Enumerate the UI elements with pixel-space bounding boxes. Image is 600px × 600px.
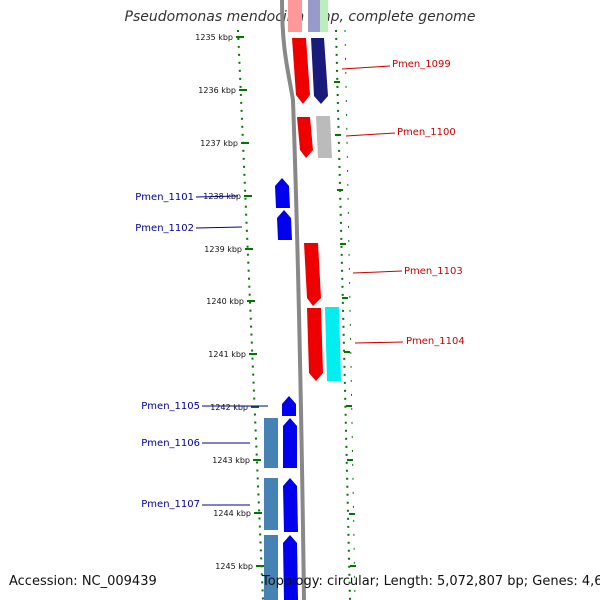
tick-label: 1242 kbp bbox=[210, 403, 248, 412]
gene-arrow-red bbox=[297, 117, 313, 158]
genome-info-label: Topology: circular; Length: 5,072,807 bp… bbox=[262, 574, 600, 589]
gene-arrow-grey-pmen-1100 bbox=[316, 116, 332, 158]
outer-tick-marks bbox=[334, 81, 356, 567]
tick-label: 1243 kbp bbox=[212, 456, 250, 465]
gene-arrow-cyan-pmen-1104 bbox=[325, 307, 341, 381]
gene-arrow-blue-pmen-1101 bbox=[275, 178, 290, 208]
gene-arrow-blue-pmen-1102 bbox=[277, 210, 292, 240]
tick-label: 1236 kbp bbox=[198, 86, 236, 95]
gene-label-pmen-1102[interactable]: Pmen_1102 bbox=[135, 223, 194, 234]
gene-label-pmen-1106[interactable]: Pmen_1106 bbox=[141, 438, 200, 449]
gene-arrow-blue bbox=[283, 478, 298, 532]
tick-label: 1245 kbp bbox=[215, 562, 253, 571]
genome-backbone bbox=[280, 0, 306, 600]
gene-label-pmen-1105[interactable]: Pmen_1105 bbox=[141, 401, 200, 412]
feature-top-green bbox=[320, 0, 328, 32]
gene-arrow-red-pmen-1103 bbox=[304, 243, 321, 306]
gene-labels: Pmen_1099 Pmen_1100 Pmen_1101 Pmen_1102 … bbox=[135, 59, 464, 510]
inner-dotted-track bbox=[237, 29, 264, 600]
gene-arrow-red bbox=[292, 38, 310, 104]
gene-label-pmen-1107[interactable]: Pmen_1107 bbox=[141, 499, 200, 510]
feature-top-red bbox=[288, 0, 302, 32]
gene-arrow-blue bbox=[283, 418, 297, 468]
gene-label-pmen-1103[interactable]: Pmen_1103 bbox=[404, 266, 463, 277]
gene-steelblue-pmen-1106 bbox=[264, 418, 278, 468]
gene-arrow-red bbox=[307, 308, 323, 381]
gene-label-pmen-1104[interactable]: Pmen_1104 bbox=[406, 336, 465, 347]
feature-top-blue bbox=[308, 0, 320, 32]
tick-label: 1239 kbp bbox=[204, 245, 242, 254]
top-features bbox=[288, 0, 328, 32]
gene-arrow-blue-pmen-1105 bbox=[282, 396, 296, 416]
gene-label-pmen-1099[interactable]: Pmen_1099 bbox=[392, 59, 451, 70]
plus-strand-genes bbox=[292, 38, 341, 381]
tick-label: 1241 kbp bbox=[208, 350, 246, 359]
gene-arrow-blue bbox=[283, 535, 298, 600]
gene-steelblue bbox=[264, 535, 278, 600]
accession-label: Accession: NC_009439 bbox=[9, 574, 157, 589]
gene-label-pmen-1101[interactable]: Pmen_1101 bbox=[135, 192, 194, 203]
gene-label-pmen-1100[interactable]: Pmen_1100 bbox=[397, 127, 456, 138]
scale-tracks bbox=[237, 29, 356, 600]
tick-label: 1235 kbp bbox=[195, 33, 233, 42]
minus-strand-genes bbox=[264, 178, 298, 600]
tick-label: 1240 kbp bbox=[206, 297, 244, 306]
tick-label: 1244 kbp bbox=[213, 509, 251, 518]
tick-label: 1237 kbp bbox=[200, 139, 238, 148]
gene-arrow-navy-pmen-1099 bbox=[311, 38, 328, 104]
gene-steelblue-pmen-1107 bbox=[264, 478, 278, 530]
leader-lines bbox=[195, 65, 404, 506]
